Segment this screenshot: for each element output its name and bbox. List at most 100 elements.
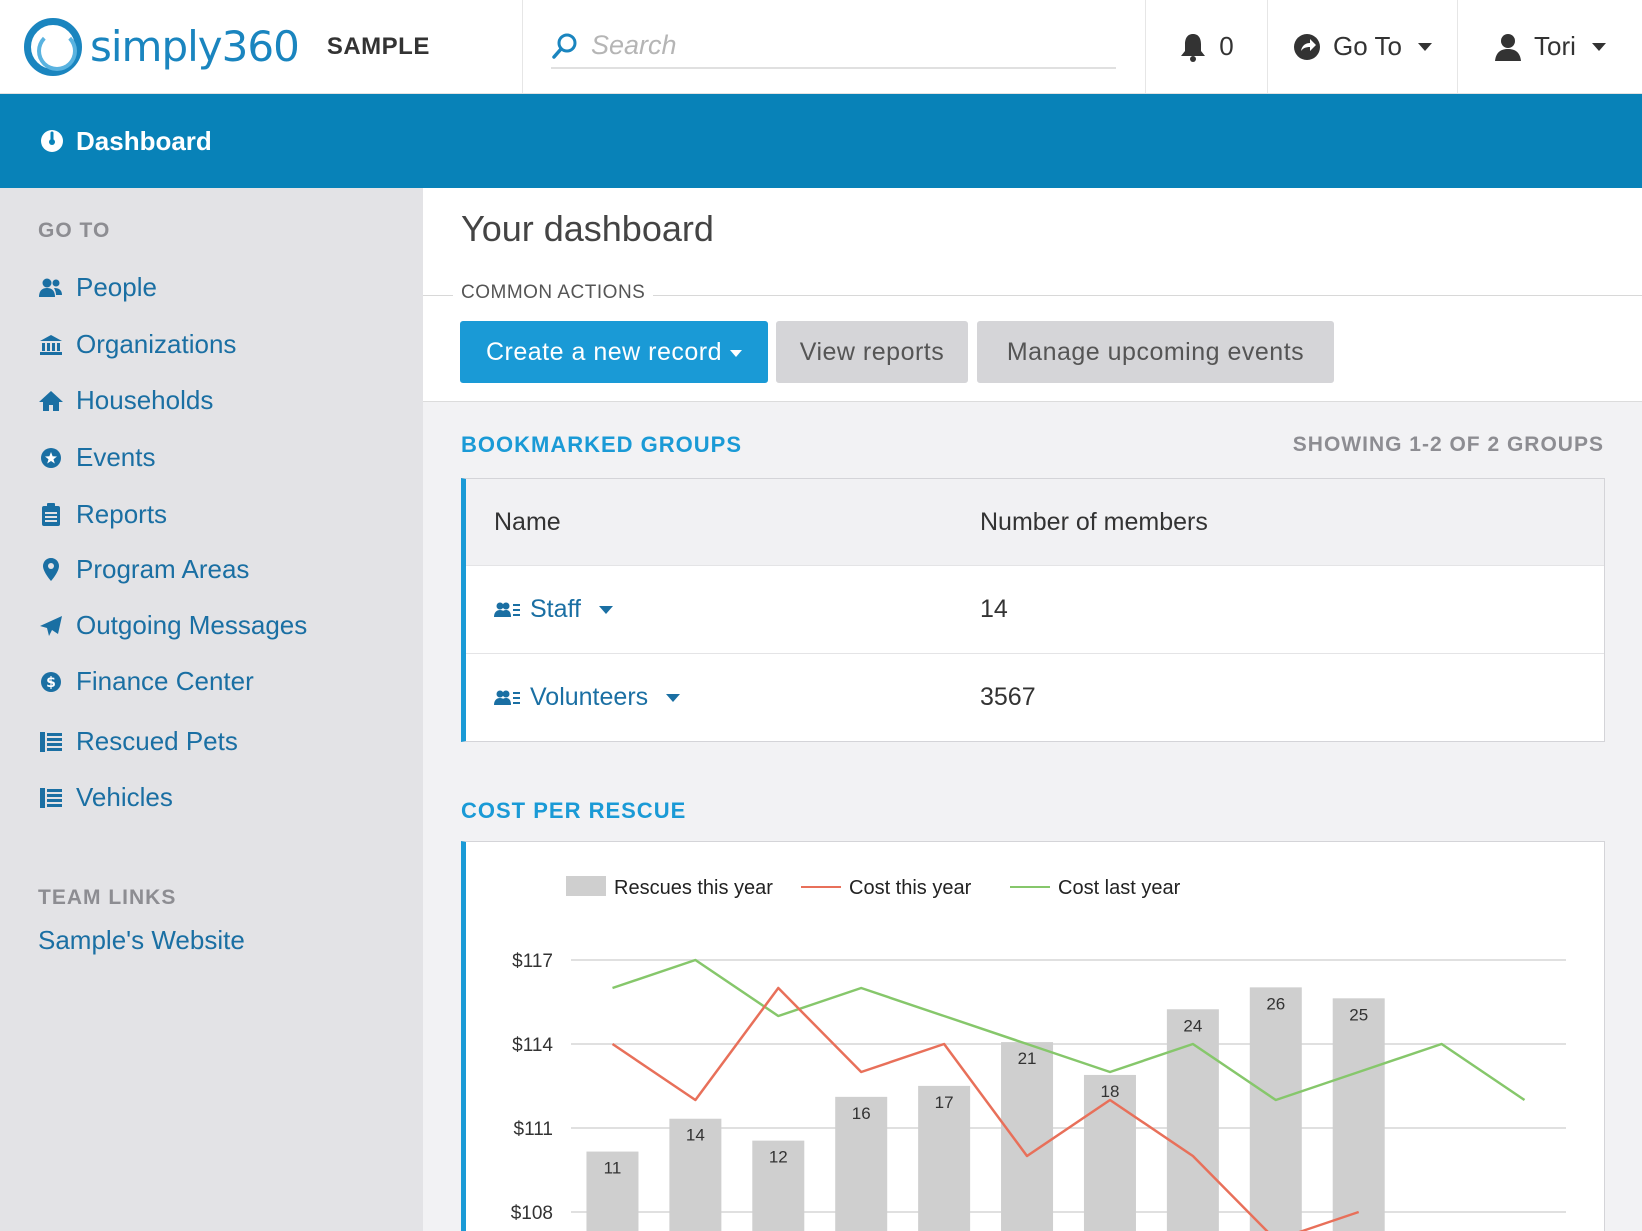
manage-events-button[interactable]: Manage upcoming events [977, 321, 1334, 383]
bar-value-label: 11 [604, 1159, 622, 1178]
user-menu-button[interactable]: Tori [1458, 0, 1642, 93]
bar-value-label: 18 [1100, 1082, 1119, 1101]
line-cost-last-year [612, 958, 1526, 1102]
create-record-label: Create a new record [485, 337, 722, 366]
top-bar: simply360 SAMPLE 0 Go To Tori [0, 0, 1642, 94]
legend-label-cost-last-year: Cost last year [1058, 877, 1181, 899]
create-record-button[interactable]: Create a new record [460, 321, 768, 383]
sidebar-item-label: Events [76, 442, 156, 472]
view-reports-button[interactable]: View reports [776, 321, 968, 383]
sidebar-item-finance-center[interactable]: $ Finance Center [38, 666, 254, 697]
search-area [523, 0, 1146, 93]
search-input[interactable] [591, 30, 1091, 61]
list-grid-icon [38, 729, 64, 755]
bell-icon [1181, 33, 1206, 62]
chevron-down-icon [1591, 42, 1606, 51]
bar-value-label: 12 [769, 1148, 788, 1167]
chevron-down-icon [730, 350, 742, 357]
goto-label: Go To [1333, 31, 1402, 61]
clipboard-icon [38, 502, 64, 528]
sidebar-item-label: Reports [76, 499, 168, 529]
home-icon [38, 388, 64, 414]
sidebar-item-rescued-pets[interactable]: Rescued Pets [38, 726, 238, 757]
sidebar-item-reports[interactable]: Reports [38, 499, 167, 530]
bookmarked-groups-table: Name Number of members Staff 14 Voluntee… [461, 478, 1605, 742]
common-actions-label: COMMON ACTIONS [453, 282, 654, 304]
sidebar-item-households[interactable]: Households [38, 385, 213, 416]
notification-count: 0 [1219, 31, 1234, 61]
y-tick-label: $111 [514, 1119, 553, 1140]
org-name: SAMPLE [326, 32, 430, 60]
bar-value-label: 21 [1018, 1049, 1037, 1068]
search-icon [552, 33, 577, 59]
nav-dashboard-tab[interactable]: Dashboard [40, 94, 212, 188]
y-tick-label: $114 [512, 1035, 553, 1056]
bar-rescues [752, 1140, 805, 1231]
team-link-website[interactable]: Sample's Website [38, 925, 245, 955]
sidebar-item-outgoing-messages[interactable]: Outgoing Messages [38, 610, 307, 641]
legend-label-rescues: Rescues this year [614, 877, 773, 899]
bar-value-label: 16 [852, 1104, 871, 1123]
bar-rescues [918, 1085, 971, 1231]
chevron-down-icon[interactable] [598, 605, 613, 614]
sidebar-item-label: Vehicles [76, 782, 173, 812]
group-icon [494, 690, 520, 705]
bar-rescues [586, 1151, 639, 1231]
sidebar-item-label: People [76, 272, 157, 302]
sidebar-item-people[interactable]: People [38, 272, 157, 303]
table-header: Name Number of members [466, 479, 1604, 565]
paper-plane-icon [38, 613, 64, 639]
map-pin-icon [38, 557, 64, 583]
bar-value-label: 25 [1349, 1005, 1368, 1024]
y-tick-label: $108 [511, 1203, 553, 1224]
main-content: Your dashboard COMMON ACTIONS Create a n… [423, 188, 1642, 1231]
sidebar-item-vehicles[interactable]: Vehicles [38, 782, 173, 813]
bar-value-label: 26 [1266, 994, 1285, 1013]
bar-value-label: 14 [686, 1126, 705, 1145]
page-title: Your dashboard [461, 208, 714, 249]
group-cell: Volunteers [466, 683, 980, 712]
groups-count: SHOWING 1-2 OF 2 GROUPS [1292, 433, 1604, 456]
nav-dashboard-label: Dashboard [76, 125, 212, 156]
nav-bar: Dashboard [0, 94, 1642, 188]
y-tick-label: $117 [512, 951, 553, 972]
table-row: Volunteers 3567 [466, 653, 1604, 741]
chart-svg: Rescues this year Cost this year Cost last… [511, 876, 1566, 1231]
chevron-down-icon [1417, 42, 1432, 51]
sidebar-item-label: Organizations [76, 329, 237, 359]
dashboard-gauge-icon [41, 130, 63, 152]
logo-text[interactable]: simply360 [90, 22, 300, 71]
search-box[interactable] [551, 25, 1116, 69]
list-grid-icon [38, 785, 64, 811]
group-link-staff[interactable]: Staff [530, 595, 581, 623]
bar-rescues [669, 1118, 722, 1231]
sidebar-item-program-areas[interactable]: Program Areas [38, 554, 249, 585]
bar-rescues [1332, 998, 1385, 1231]
group-link-volunteers[interactable]: Volunteers [530, 683, 649, 711]
legend-label-cost-this-year: Cost this year [849, 877, 972, 899]
user-icon [1495, 33, 1522, 61]
bar-rescues [1166, 1009, 1219, 1231]
bar-rescues [1249, 987, 1302, 1231]
bar-value-label: 17 [935, 1093, 954, 1112]
cost-per-rescue-chart: Rescues this year Cost this year Cost last… [461, 841, 1605, 1231]
legend-swatch-rescues [566, 876, 606, 896]
group-icon [494, 602, 520, 617]
people-icon [38, 275, 64, 301]
bar-value-label: 24 [1183, 1016, 1202, 1035]
notifications-button[interactable]: 0 [1146, 0, 1268, 93]
divider [423, 295, 1642, 296]
sidebar-item-events[interactable]: Events [38, 442, 156, 473]
member-count: 14 [980, 595, 1008, 623]
sidebar-item-organizations[interactable]: Organizations [38, 329, 236, 360]
sidebar-item-label: Households [76, 385, 214, 415]
chevron-down-icon[interactable] [666, 693, 681, 702]
sidebar-item-label: Finance Center [76, 666, 254, 696]
goto-menu-button[interactable]: Go To [1268, 0, 1458, 93]
brand: simply360 SAMPLE [0, 0, 523, 93]
header-name: Name [494, 507, 561, 536]
sidebar-item-label: Outgoing Messages [76, 610, 308, 640]
bar-rescues [1001, 1042, 1054, 1231]
sidebar: GO TO People Organizations Households Ev… [0, 188, 423, 1231]
logo-mark[interactable] [24, 17, 82, 76]
